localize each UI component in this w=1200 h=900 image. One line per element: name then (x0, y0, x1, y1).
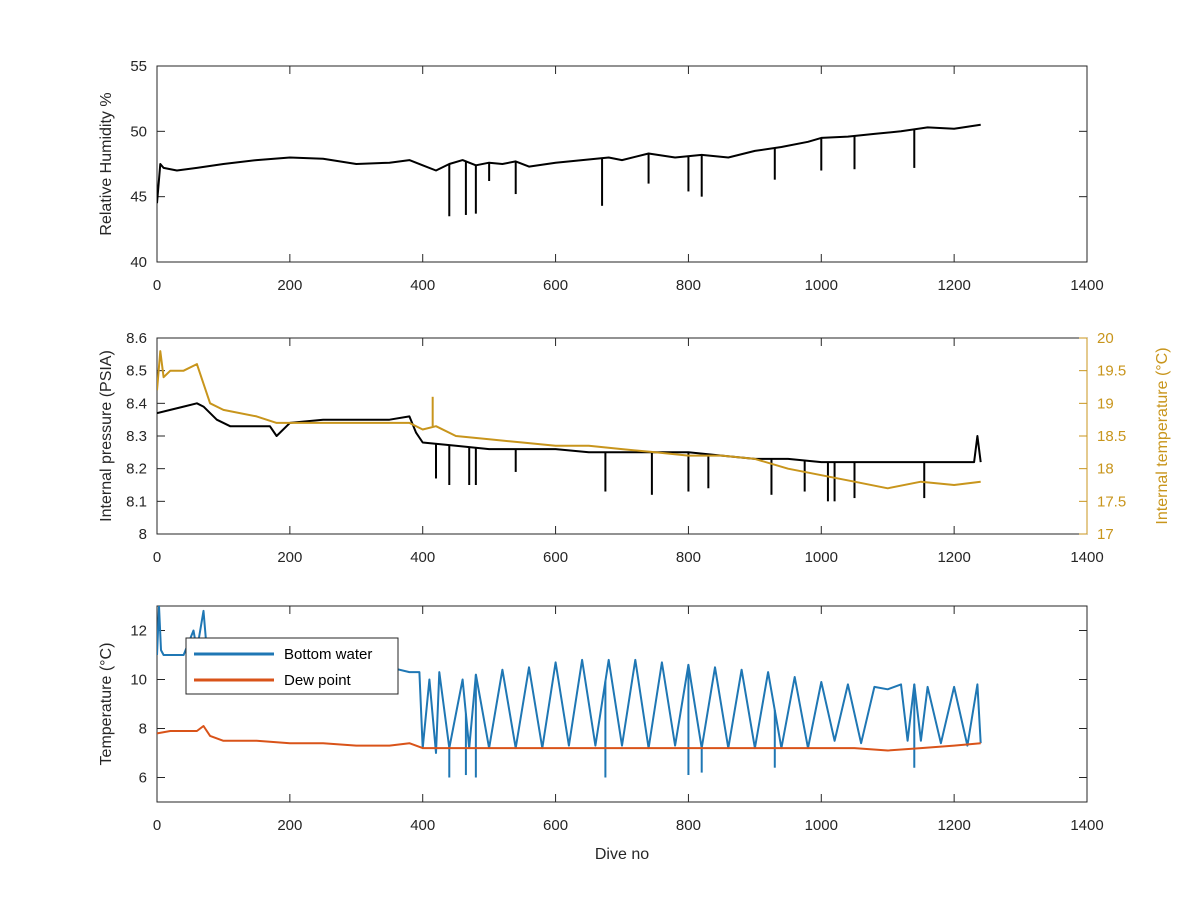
y-right-axis-label: Internal temperature (°C) (1154, 347, 1171, 524)
y-tick-label: 10 (130, 672, 147, 689)
series-layer (157, 350, 982, 502)
x-tick-label: 600 (543, 817, 568, 834)
y-axis-label: Relative Humidity % (98, 92, 115, 235)
y-right-tick-label: 19.5 (1097, 363, 1126, 380)
series-layer (157, 123, 981, 217)
y-right-tick-label: 20 (1097, 330, 1114, 347)
humidity-panel: 0 200 400 600 800 1000 1200 1400 40 45 50 55 Relativ… (98, 58, 1104, 294)
y-tick-label: 8.4 (126, 395, 147, 412)
series-line-internal-temperature (157, 350, 981, 490)
y-tick-label: 8.5 (126, 363, 147, 380)
series-line-dew-point (157, 725, 981, 752)
x-tick-label: 400 (410, 277, 435, 294)
x-axis-label: Dive no (595, 846, 649, 863)
x-tick-label: 1000 (805, 817, 838, 834)
y-tick-label: 50 (130, 123, 147, 140)
x-tick-label: 1200 (937, 549, 970, 566)
y-right-tick-label: 19 (1097, 395, 1114, 412)
x-tick-label: 800 (676, 817, 701, 834)
x-tick-label: 600 (543, 549, 568, 566)
x-tick-label: 0 (153, 277, 161, 294)
x-tick-label: 1400 (1070, 549, 1103, 566)
x-tick-label: 800 (676, 549, 701, 566)
y-tick-label: 8.2 (126, 461, 147, 478)
legend: Bottom water Dew point (185, 637, 399, 695)
y-tick-label: 40 (130, 254, 147, 271)
x-tick-label: 1400 (1070, 277, 1103, 294)
plot-frame (156, 337, 1088, 535)
legend-label: Bottom water (284, 646, 372, 663)
x-tick-label: 800 (676, 277, 701, 294)
y-tick-label: 8 (139, 721, 147, 738)
y-tick-label: 12 (130, 623, 147, 640)
y-tick-label: 8.6 (126, 330, 147, 347)
legend-box (185, 637, 399, 695)
y-tick-label: 45 (130, 189, 147, 206)
x-tick-label: 1400 (1070, 817, 1103, 834)
y-right-tick-label: 18 (1097, 461, 1114, 478)
x-tick-label: 1000 (805, 277, 838, 294)
y-tick-label: 6 (139, 770, 147, 787)
series-layer (157, 606, 982, 778)
water-temperature-panel: 0 200 400 600 800 1000 1200 1400 6 8 10 12 Temperatu… (98, 605, 1104, 863)
y-tick-label: 8.3 (126, 428, 147, 445)
y-right-tick-label: 17 (1097, 526, 1114, 543)
x-tick-label: 1200 (937, 817, 970, 834)
y-right-tick-label: 18.5 (1097, 428, 1126, 445)
x-tick-label: 400 (410, 817, 435, 834)
series-line-main (157, 402, 982, 464)
y-tick-label: 8.1 (126, 493, 147, 510)
x-tick-label: 1200 (937, 277, 970, 294)
y-axis-label: Internal pressure (PSIA) (98, 350, 115, 522)
y-axis-label: Temperature (°C) (98, 643, 115, 766)
legend-label: Dew point (284, 672, 352, 689)
plot-frame (156, 605, 1088, 803)
x-tick-label: 0 (153, 549, 161, 566)
x-tick-label: 200 (277, 277, 302, 294)
x-tick-label: 600 (543, 277, 568, 294)
x-tick-label: 200 (277, 817, 302, 834)
x-tick-label: 400 (410, 549, 435, 566)
x-tick-label: 0 (153, 817, 161, 834)
x-tick-label: 1000 (805, 549, 838, 566)
x-tick-label: 200 (277, 549, 302, 566)
plot-frame (156, 65, 1088, 263)
y-right-tick-label: 17.5 (1097, 493, 1126, 510)
pressure-temperature-panel: 0 200 400 600 800 1000 1200 1400 8 8.1 8.2 8.3 8.4 8.… (98, 330, 1171, 566)
y-tick-label: 8 (139, 526, 147, 543)
y-tick-label: 55 (130, 58, 147, 75)
